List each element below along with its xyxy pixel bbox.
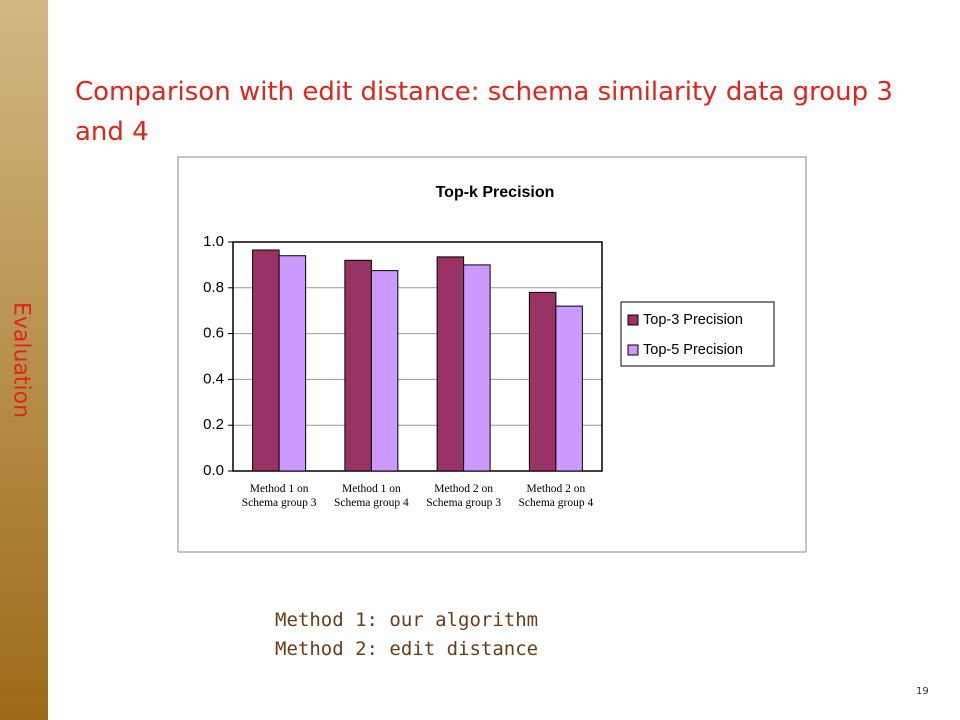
y-tick-label: 0.4 — [203, 370, 224, 387]
bar — [370, 270, 399, 472]
legend-label: Top-3 Precision — [643, 312, 743, 328]
notes: Method 1: our algorithm Method 2: edit di… — [275, 606, 538, 664]
y-tick-label: 0.8 — [203, 279, 224, 296]
y-tick-label: 0.6 — [203, 325, 224, 342]
legend-swatch — [627, 314, 639, 326]
x-tick-label: Method 2 on Schema group 4 — [518, 483, 594, 509]
bar — [278, 255, 307, 472]
y-tick-label: 1.0 — [203, 233, 224, 250]
note-line: Method 2: edit distance — [275, 638, 539, 660]
bar — [344, 259, 372, 472]
legend-label: Top-5 Precision — [643, 342, 743, 358]
chart-title: Top-k Precision — [436, 184, 555, 201]
legend-swatch — [627, 344, 639, 356]
x-tick-label: Method 2 on Schema group 3 — [426, 483, 501, 509]
bar — [463, 264, 491, 472]
bar — [252, 249, 280, 472]
y-tick-label: 0.2 — [203, 416, 224, 433]
bar — [528, 291, 557, 472]
page-number: 19 — [916, 686, 929, 697]
bar — [436, 256, 465, 472]
slide-title: Comparison with edit distance: schema si… — [75, 77, 893, 147]
x-tick-label: Method 1 on Schema group 4 — [334, 483, 409, 509]
y-tick-label: 0.0 — [203, 462, 224, 479]
x-tick-label: Method 1 on Schema group 3 — [241, 483, 317, 509]
legend-box — [620, 301, 775, 367]
plot-border — [232, 241, 603, 472]
bar — [555, 305, 583, 472]
side-bar — [0, 0, 48, 720]
note-line: Method 1: our algorithm — [275, 609, 539, 631]
